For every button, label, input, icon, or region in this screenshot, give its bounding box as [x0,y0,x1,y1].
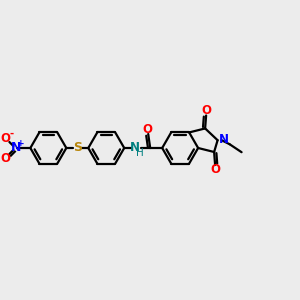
Text: O: O [210,164,220,176]
Text: N: N [130,140,140,154]
Text: O: O [142,122,152,136]
Text: S: S [73,140,82,154]
Text: -: - [9,129,14,139]
Text: N: N [219,133,229,146]
Text: H: H [136,148,144,158]
Text: +: + [16,139,24,148]
Text: N: N [11,140,22,154]
Text: O: O [0,131,11,145]
Text: O: O [201,104,211,117]
Text: O: O [0,152,11,166]
